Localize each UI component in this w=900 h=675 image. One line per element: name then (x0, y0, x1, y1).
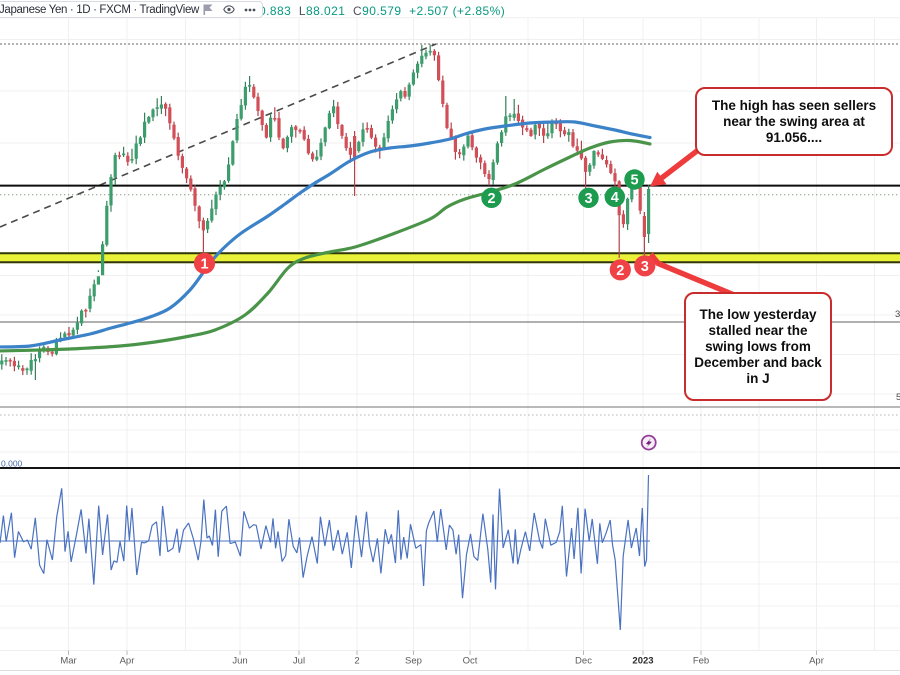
svg-text:Jul: Jul (293, 656, 305, 667)
svg-text:Mar: Mar (60, 656, 76, 667)
svg-text:3: 3 (641, 259, 649, 275)
svg-text:2023: 2023 (632, 656, 653, 667)
svg-text:Sep: Sep (405, 656, 422, 667)
svg-text:Apr: Apr (120, 656, 135, 667)
svg-text:Oct: Oct (463, 656, 478, 667)
svg-text:3: 3 (584, 191, 592, 207)
svg-text:Apr: Apr (809, 656, 824, 667)
svg-text:0.000: 0.000 (1, 459, 23, 469)
svg-text:3: 3 (895, 309, 900, 320)
svg-text:1: 1 (200, 256, 208, 272)
svg-text:2: 2 (616, 263, 624, 279)
svg-text:Jun: Jun (232, 656, 247, 667)
svg-text:Feb: Feb (693, 656, 709, 667)
svg-text:2: 2 (487, 191, 495, 207)
svg-text:5: 5 (896, 392, 900, 403)
svg-text:Dec: Dec (575, 656, 592, 667)
svg-text:2: 2 (354, 656, 359, 667)
svg-text:4: 4 (611, 190, 619, 206)
svg-text:5: 5 (630, 173, 638, 189)
